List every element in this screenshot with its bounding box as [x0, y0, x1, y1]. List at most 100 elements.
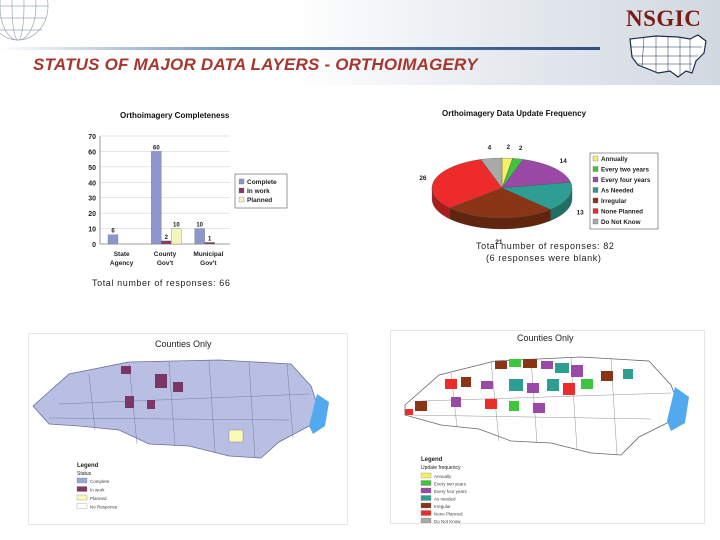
bar-legend-label: Planned: [247, 197, 272, 204]
pie-legend-label: Annually: [601, 156, 628, 163]
pie-data-label: 2: [506, 144, 510, 151]
completeness-county-map: Counties Only Legend Status Complete In w…: [28, 333, 348, 525]
page-title: STATUS OF MAJOR DATA LAYERS - ORTHOIMAGE…: [33, 55, 478, 74]
map-legend-label: No Response: [90, 505, 118, 510]
map1-legend-subtitle: Status: [77, 471, 92, 477]
map-legend-swatch: [76, 477, 88, 484]
bar-ytick-label: 60: [88, 149, 96, 156]
bar-data-label: 1: [208, 236, 212, 242]
pie-legend-swatch: [592, 218, 599, 225]
nsgic-logo: NSGIC: [626, 6, 702, 31]
map-legend-swatch: [420, 472, 432, 479]
update-frequency-chart: Orthoimagery Data Update Frequency 2 2 14 1…: [402, 103, 662, 263]
pie-slice: [480, 157, 503, 189]
map-legend-label: Irregular: [434, 504, 451, 509]
map1-legend-title: Legend: [77, 463, 99, 469]
pie-legend-swatch: [592, 208, 599, 214]
pie-slice: [431, 159, 503, 209]
bar-ytick-label: 10: [88, 227, 96, 234]
bar-data-label: 60: [153, 145, 160, 151]
pie-legend-swatch: [592, 176, 599, 183]
map2-legend-title: Legend: [421, 457, 443, 463]
bar-legend-label: In work: [247, 188, 270, 195]
pie-data-label: 2: [519, 145, 523, 152]
bar-mark: [107, 234, 119, 245]
bar-category-label: Agency: [110, 260, 134, 267]
bar-mark: [194, 228, 205, 245]
map2-legend-subtitle: Update frequency: [421, 465, 461, 471]
map-legend-label: Annually: [434, 474, 452, 479]
bar-ytick-label: 30: [88, 196, 96, 203]
map-legend-label: Planned: [90, 496, 107, 501]
bar-chart-responses-note: Total number of responses: 66: [92, 278, 231, 288]
pie-legend-label: Every two years: [601, 167, 649, 174]
bar-ytick-label: 0: [92, 242, 96, 249]
map-legend-swatch: [76, 486, 88, 492]
pie-legend-label: Irregular: [601, 198, 627, 205]
pie-data-label: 13: [577, 210, 585, 217]
bar-chart-title: Orthoimagery Completeness: [120, 111, 230, 120]
update-frequency-pie-chart: Orthoimagery Data Update Frequency 2 2141…: [419, 109, 659, 246]
completeness-chart: Orthoimagery Completeness 0 10 20 30 40 50 60 7…: [80, 103, 295, 273]
map-legend-swatch: [420, 480, 432, 486]
map-legend-label: Complete: [90, 479, 110, 484]
map-legend-swatch: [76, 494, 88, 501]
nc-state-shape: [32, 359, 322, 459]
pie-legend-swatch: [592, 166, 599, 172]
pie-legend-label: As Needed: [601, 188, 634, 195]
map-legend-label: Every two years: [434, 482, 467, 487]
bar-data-label: 6: [111, 229, 115, 235]
pie-slice: [449, 187, 551, 219]
pie-legend-swatch: [592, 155, 599, 162]
map-legend-swatch: [420, 510, 432, 516]
bar-mark: [171, 228, 182, 245]
bar-ytick-label: 70: [88, 134, 96, 141]
bar-mark: [204, 242, 215, 245]
pie-chart-responses-note: Total number of responses: 82: [476, 241, 615, 251]
map-legend-label: Do Not Know: [434, 519, 461, 523]
bar-legend-swatch: [238, 178, 245, 185]
pie-data-label: 14: [560, 158, 568, 165]
pie-legend-label: Every four years: [601, 177, 651, 184]
pie-data-label: 4: [488, 144, 492, 151]
bar-data-label: 2: [165, 235, 169, 241]
bar-ytick-label: 20: [88, 211, 96, 218]
update-frequency-county-map: Counties Only Legend Update frequency An…: [390, 330, 705, 532]
map-legend-label: None Planned: [434, 512, 463, 517]
us-map-logo-icon: [629, 34, 707, 78]
pie-chart-title: Orthoimagery Data Update Frequency: [442, 109, 587, 118]
completeness-bar-chart: Orthoimagery Completeness 0 10 20 30 40 50 60 7…: [88, 111, 288, 267]
header-band: STATUS OF MAJOR DATA LAYERS - ORTHOIMAGE…: [0, 0, 720, 85]
map-legend-swatch: [420, 487, 432, 494]
pie-slice: [501, 159, 571, 189]
bar-category-label: Gov't: [157, 260, 174, 267]
pie-legend-label: Do Not Know: [601, 219, 641, 226]
bar-data-label: 10: [173, 223, 180, 229]
pie-slice: [501, 182, 573, 210]
map1-title: Counties Only: [155, 339, 212, 349]
map-legend-label: As needed: [434, 497, 456, 502]
map-legend-swatch: [420, 502, 432, 509]
pie-legend-label: None Planned: [601, 209, 643, 216]
bar-category-label: Municipal: [193, 251, 223, 258]
bar-legend-swatch: [238, 196, 245, 203]
map-legend-swatch: [420, 495, 432, 501]
pie-legend-box: [589, 152, 659, 230]
map2-title: Counties Only: [517, 333, 574, 343]
pie-legend-swatch: [592, 187, 599, 193]
globe-graticule-icon: [0, 0, 49, 41]
pie-data-label: 21: [495, 239, 503, 246]
map-legend-swatch: [420, 517, 432, 524]
bar-legend-label: Complete: [247, 179, 277, 186]
map-legend-swatch: [76, 503, 88, 509]
bar-ytick-label: 40: [88, 180, 96, 187]
bar-legend-swatch: [238, 187, 245, 194]
header-rule: [0, 47, 600, 50]
pie-chart-blank-note: (6 responses were blank): [486, 253, 602, 263]
bar-category-label: State: [114, 251, 130, 258]
bar-data-label: 10: [196, 223, 203, 229]
bar-ytick-label: 50: [88, 165, 96, 172]
map-legend-label: In work: [90, 488, 105, 493]
pie-legend-swatch: [592, 197, 599, 204]
bar-mark: [151, 151, 162, 245]
